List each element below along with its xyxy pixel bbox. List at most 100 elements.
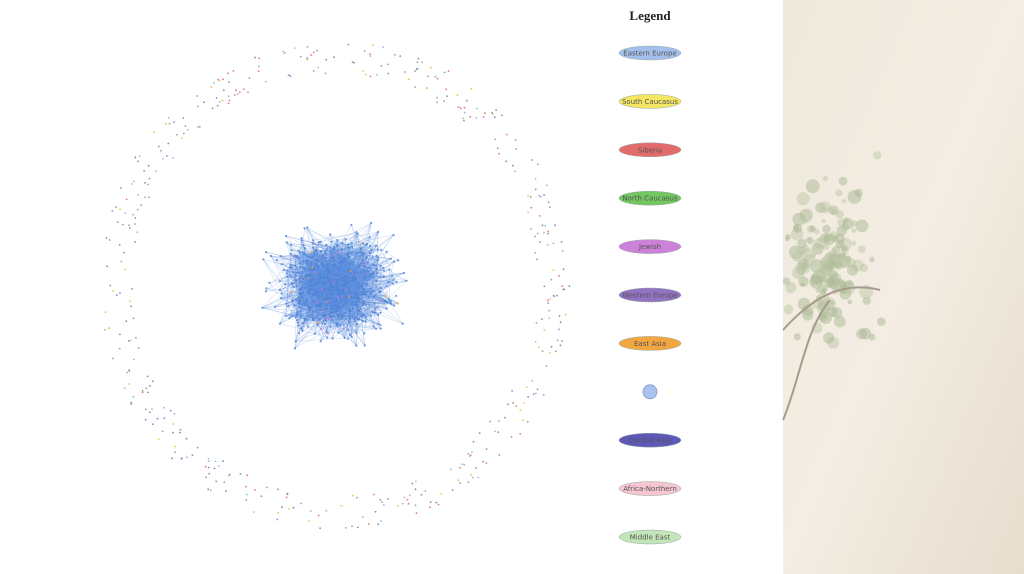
isolated-node — [381, 501, 383, 503]
node — [365, 243, 368, 246]
isolated-node — [245, 485, 247, 488]
isolated-node — [333, 56, 335, 59]
isolated-node — [554, 350, 557, 353]
leaf — [820, 289, 827, 296]
node — [323, 264, 326, 268]
node — [345, 288, 348, 291]
node — [306, 226, 309, 229]
node — [302, 253, 305, 256]
node — [323, 322, 327, 326]
leaf — [859, 327, 872, 340]
node — [344, 259, 347, 262]
node — [294, 340, 297, 343]
node — [348, 263, 351, 267]
node — [288, 266, 291, 269]
node — [347, 281, 350, 284]
isolated-node — [450, 468, 452, 471]
node — [343, 311, 346, 314]
node — [319, 340, 322, 343]
node — [296, 271, 299, 274]
isolated-node — [536, 232, 539, 235]
isolated-node — [352, 494, 354, 497]
isolated-node — [173, 412, 176, 415]
leaf — [830, 208, 836, 214]
node — [354, 300, 357, 303]
isolated-node — [138, 155, 141, 158]
node — [385, 307, 388, 310]
node — [328, 259, 331, 262]
leaf — [862, 296, 871, 305]
node — [351, 307, 354, 310]
leaf — [851, 259, 864, 272]
node — [316, 265, 320, 268]
node — [390, 275, 394, 278]
isolated-node — [125, 198, 128, 201]
node — [348, 333, 351, 337]
isolated-node — [475, 117, 478, 119]
isolated-node — [369, 75, 372, 78]
isolated-node — [475, 467, 477, 469]
node — [362, 282, 365, 285]
isolated-node — [130, 183, 133, 185]
isolated-node — [217, 78, 220, 81]
node — [307, 285, 310, 288]
node — [280, 292, 283, 295]
isolated-node — [134, 223, 136, 225]
node — [324, 319, 327, 322]
isolated-node — [526, 421, 529, 423]
leaf — [827, 306, 838, 317]
isolated-node — [135, 336, 137, 339]
node — [301, 260, 304, 263]
isolated-node — [493, 116, 496, 119]
node — [329, 255, 333, 258]
node — [321, 288, 324, 291]
isolated-node — [497, 431, 500, 433]
node — [297, 249, 300, 252]
node — [321, 263, 324, 266]
isolated-node — [491, 111, 493, 114]
node — [395, 280, 398, 283]
node — [342, 274, 345, 277]
node — [326, 298, 329, 301]
isolated-node — [467, 481, 470, 483]
isolated-node — [559, 344, 562, 347]
node — [389, 257, 392, 260]
isolated-node — [543, 194, 545, 196]
node — [298, 278, 301, 281]
node — [323, 307, 326, 311]
node — [317, 304, 320, 307]
legend-label: Jewish — [638, 243, 661, 251]
tree-decoration — [782, 151, 886, 421]
node — [316, 252, 319, 256]
isolated-node — [243, 88, 245, 91]
node — [298, 276, 301, 279]
node — [334, 263, 337, 266]
leaf — [847, 299, 852, 305]
isolated-node — [197, 105, 199, 108]
isolated-node — [233, 94, 236, 96]
node — [355, 303, 358, 306]
node — [362, 300, 366, 303]
node — [328, 299, 331, 302]
isolated-node — [145, 387, 148, 390]
node — [300, 288, 303, 291]
isolated-node — [471, 451, 473, 454]
isolated-node — [146, 375, 149, 378]
isolated-node — [383, 504, 385, 506]
node — [326, 299, 329, 302]
node — [293, 347, 296, 350]
isolated-node — [120, 260, 123, 263]
isolated-node — [552, 294, 555, 297]
isolated-node — [310, 54, 312, 56]
isolated-node — [203, 101, 205, 104]
isolated-node — [485, 448, 488, 450]
node — [372, 276, 375, 279]
isolated-node — [283, 52, 286, 54]
node — [388, 268, 391, 271]
node — [375, 268, 378, 271]
isolated-node — [182, 132, 185, 135]
node — [372, 290, 375, 293]
isolated-node — [534, 188, 537, 191]
isolated-node — [543, 231, 545, 234]
leaf — [842, 252, 847, 257]
